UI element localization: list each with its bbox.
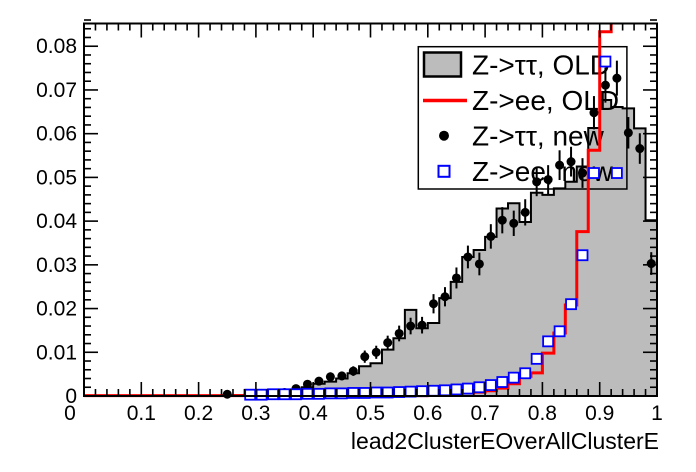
data-point-square — [450, 383, 463, 396]
data-point-dot — [543, 175, 553, 185]
data-point-square — [427, 384, 440, 397]
x-tick-label: 1 — [651, 402, 663, 425]
data-point-square — [576, 249, 589, 262]
legend-item-ztautau-old: Z->ττ, OLD — [472, 50, 610, 81]
data-point-dot — [429, 299, 439, 309]
data-point-dot — [325, 372, 335, 382]
y-tick-label: 0.04 — [36, 210, 77, 233]
y-tick-label: 0.02 — [36, 298, 77, 321]
data-point-dot — [509, 218, 519, 228]
data-point-dot — [486, 231, 496, 241]
x-axis-title: lead2ClusterEOverAllClusterE — [351, 428, 659, 454]
data-point-dot — [222, 389, 232, 399]
x-tick-label: 0.5 — [356, 402, 385, 425]
data-point-dot — [383, 338, 393, 348]
data-point-square — [496, 376, 509, 388]
data-point-square — [610, 167, 623, 179]
data-point-dot — [566, 157, 576, 167]
data-point-dot — [451, 273, 461, 283]
blue-open-square-swatch — [437, 164, 451, 178]
x-tick-label: 0.9 — [585, 402, 614, 425]
y-tick-label: 0.03 — [36, 254, 77, 277]
y-tick-label: 0.01 — [36, 341, 77, 364]
data-point-dot — [520, 207, 530, 217]
data-point-dot — [440, 292, 450, 302]
data-point-square — [290, 388, 302, 401]
data-point-square — [278, 388, 291, 401]
data-point-dot — [360, 352, 370, 362]
data-point-dot — [555, 160, 565, 170]
data-point-square — [244, 388, 257, 401]
black-points-series — [222, 60, 656, 399]
data-point-square — [565, 298, 577, 311]
black-dot-swatch — [439, 130, 449, 141]
data-point-square — [267, 388, 279, 401]
data-point-dot — [302, 379, 312, 389]
legend-border — [417, 45, 628, 190]
data-point-square — [519, 367, 532, 380]
y-tick-label: 0.06 — [36, 123, 77, 146]
data-point-dot — [314, 376, 324, 386]
data-point-dot — [417, 320, 427, 330]
y-tick-label: 0 — [65, 385, 77, 408]
data-point-square — [473, 381, 486, 394]
x-axis-tick-labels: 0 0.1 0.2 0.3 0.4 0.5 0.6 0.7 0.8 0.9 1 — [64, 402, 663, 425]
data-point-dot — [497, 215, 507, 225]
x-tick-label: 0.1 — [127, 402, 156, 425]
x-tick-label: 0.2 — [184, 402, 213, 425]
data-point-dot — [612, 73, 622, 83]
data-point-square — [484, 379, 497, 391]
data-point-dot — [337, 371, 347, 381]
data-point-square — [599, 55, 612, 68]
data-point-dot — [600, 80, 610, 90]
data-point-square — [255, 388, 268, 401]
data-point-dot — [463, 252, 473, 262]
y-axis-tick-labels: 0 0.01 0.02 0.03 0.04 0.05 0.06 0.07 0.08 — [36, 35, 77, 408]
data-point-dot — [532, 177, 542, 187]
legend-item-ztautau-new: Z->ττ, new — [472, 121, 605, 152]
plot-frame — [83, 19, 658, 397]
y-tick-label: 0.05 — [36, 166, 77, 189]
x-tick-label: 0.4 — [299, 402, 329, 425]
data-point-dot — [578, 168, 588, 178]
data-point-dot — [371, 347, 381, 357]
x-tick-label: 0.3 — [241, 402, 270, 425]
data-point-dot — [474, 259, 484, 269]
data-point-square — [313, 387, 325, 400]
data-point-square — [542, 335, 555, 348]
data-point-dot — [348, 366, 358, 376]
data-point-dot — [623, 128, 633, 138]
data-point-square — [301, 387, 314, 400]
data-point-dot — [646, 259, 656, 269]
data-point-square — [416, 385, 428, 398]
data-point-square — [553, 325, 566, 338]
data-point-dot — [406, 321, 416, 331]
data-point-square — [439, 384, 451, 397]
data-point-dot — [635, 144, 645, 154]
x-tick-label: 0 — [64, 402, 76, 425]
x-tick-label: 0.8 — [528, 402, 557, 425]
gray-filled-box-swatch — [422, 51, 463, 78]
data-point-dot — [589, 108, 599, 118]
data-point-square — [507, 371, 520, 384]
data-point-square — [530, 352, 543, 365]
data-point-square — [462, 382, 474, 395]
data-point-dot — [394, 328, 404, 338]
x-tick-label: 0.6 — [413, 402, 442, 425]
data-point-square — [588, 167, 600, 179]
x-tick-label: 0.7 — [470, 402, 499, 425]
y-tick-label: 0.08 — [36, 35, 77, 58]
y-tick-label: 0.07 — [36, 79, 77, 102]
